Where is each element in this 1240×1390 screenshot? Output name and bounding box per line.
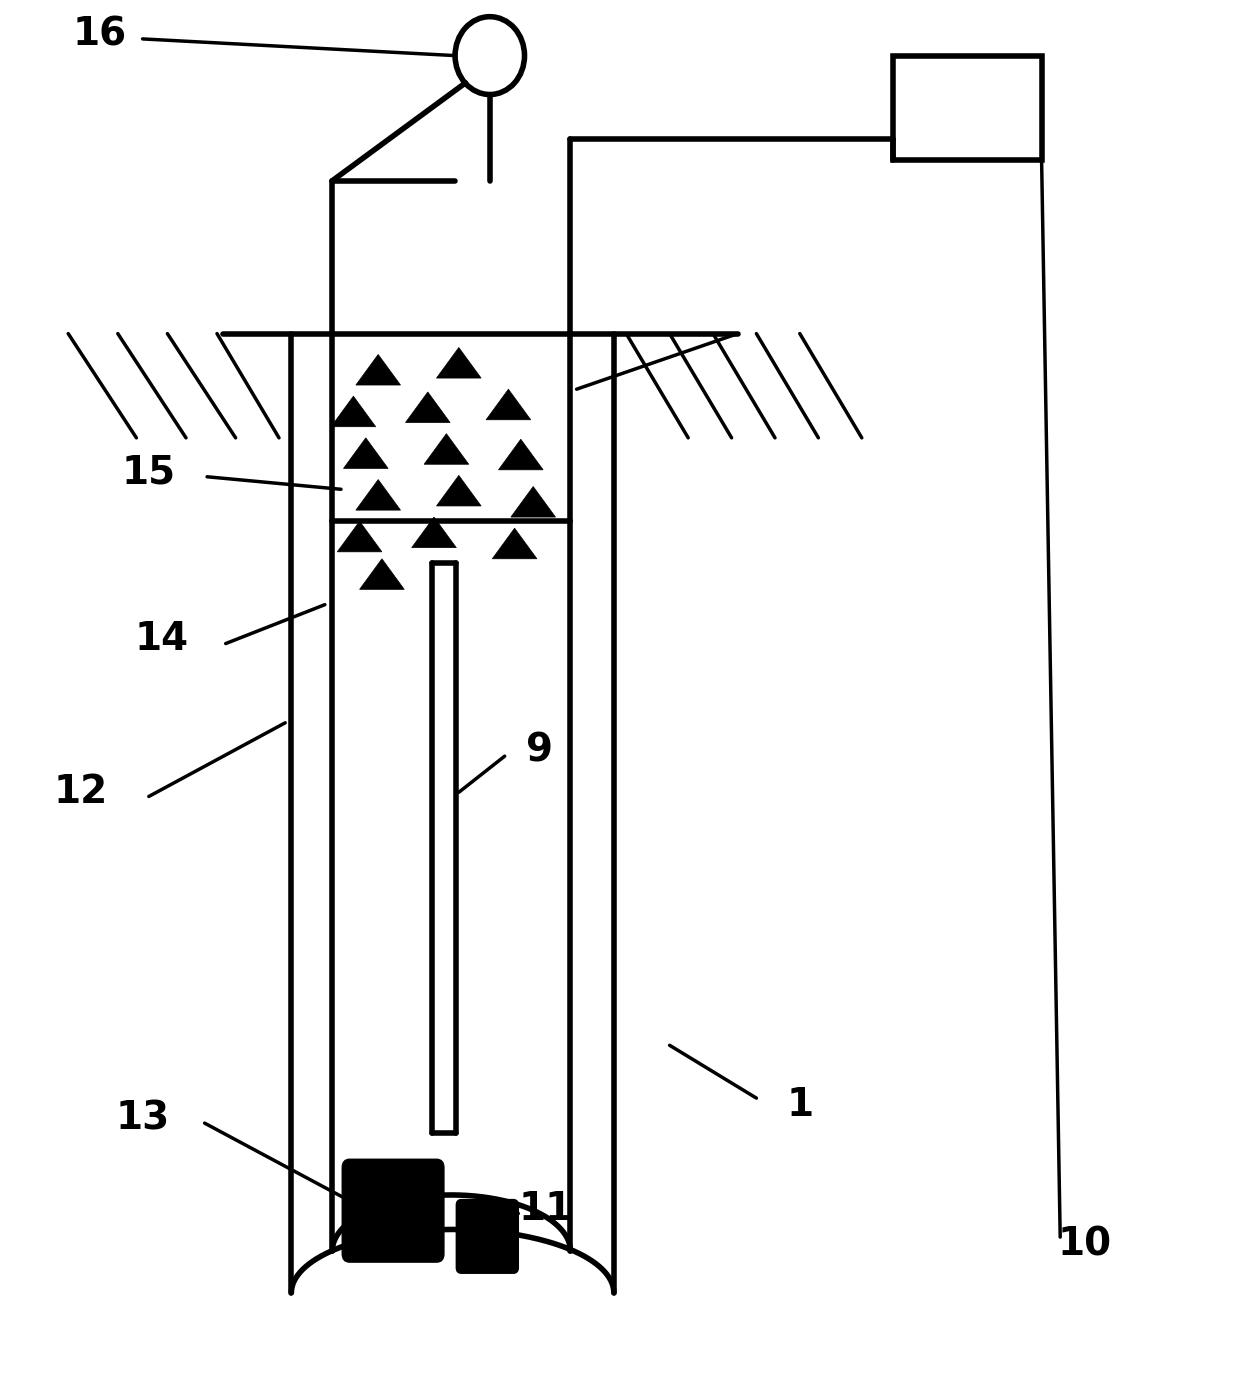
Polygon shape bbox=[498, 439, 543, 470]
Polygon shape bbox=[337, 521, 382, 552]
Text: 16: 16 bbox=[72, 15, 126, 54]
Polygon shape bbox=[412, 517, 456, 548]
Text: 15: 15 bbox=[122, 453, 176, 492]
Polygon shape bbox=[486, 389, 531, 420]
Polygon shape bbox=[424, 434, 469, 464]
Polygon shape bbox=[356, 480, 401, 510]
Bar bbox=[893, 56, 1042, 160]
Text: 10: 10 bbox=[1058, 1225, 1112, 1264]
Text: 1: 1 bbox=[786, 1086, 813, 1125]
Polygon shape bbox=[492, 528, 537, 559]
Text: 9: 9 bbox=[526, 731, 553, 770]
Text: 11: 11 bbox=[518, 1190, 573, 1229]
Polygon shape bbox=[356, 354, 401, 385]
Text: 13: 13 bbox=[115, 1099, 170, 1138]
FancyBboxPatch shape bbox=[456, 1200, 518, 1273]
Polygon shape bbox=[436, 348, 481, 378]
Polygon shape bbox=[405, 392, 450, 423]
Polygon shape bbox=[360, 559, 404, 589]
Polygon shape bbox=[436, 475, 481, 506]
Polygon shape bbox=[511, 486, 556, 517]
Text: 14: 14 bbox=[134, 620, 188, 659]
Polygon shape bbox=[331, 396, 376, 427]
Text: 12: 12 bbox=[53, 773, 108, 812]
FancyBboxPatch shape bbox=[342, 1159, 444, 1262]
Polygon shape bbox=[343, 438, 388, 468]
